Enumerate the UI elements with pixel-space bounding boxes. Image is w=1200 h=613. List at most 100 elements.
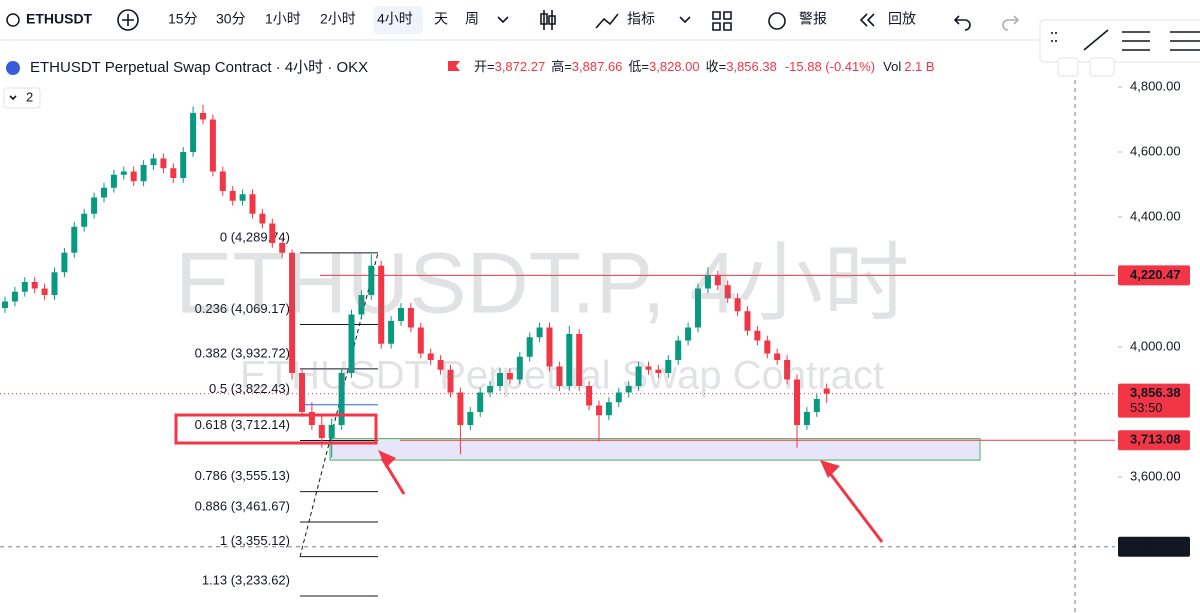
interval-button[interactable]: 4小时 <box>377 11 413 27</box>
symbol[interactable]: ETHUSDT <box>26 11 93 27</box>
open-value: 3,872.27 <box>495 59 546 74</box>
candle-body <box>180 151 187 178</box>
highlight-box <box>174 413 378 445</box>
candle-body <box>31 281 38 289</box>
candle-body <box>91 197 98 214</box>
candle-body <box>675 340 682 360</box>
candle-body <box>516 356 523 380</box>
price-tag <box>1118 430 1190 451</box>
candle-body <box>704 275 711 289</box>
candle-body <box>556 366 563 386</box>
candle-body <box>417 327 424 354</box>
indicators-button[interactable]: 指标 <box>627 11 655 27</box>
trend-line-tool[interactable] <box>1083 29 1109 51</box>
volume-value: 2.1 B <box>904 59 934 74</box>
fib-tool[interactable] <box>1122 31 1150 51</box>
candle-body <box>259 213 266 224</box>
candle-body <box>655 369 662 373</box>
candle-body <box>398 307 404 321</box>
replay-icon <box>859 13 875 27</box>
price-tag-label: 4,220.47 <box>1130 267 1181 282</box>
price-tag-label: 3,856.38 <box>1130 385 1181 400</box>
settings-button[interactable] <box>1089 57 1115 77</box>
candle-body <box>803 411 810 425</box>
indicators-menu[interactable] <box>679 16 691 24</box>
open-label: 开= <box>474 59 495 74</box>
candle-body <box>348 314 355 373</box>
price-tag <box>1118 383 1190 418</box>
interval-button[interactable]: 周 <box>465 11 479 27</box>
candle-body <box>51 272 58 295</box>
change: -15.88 (-0.41%) <box>785 59 875 74</box>
replay-button[interactable]: 回放 <box>888 11 916 27</box>
candle-body <box>120 171 127 175</box>
candle-body <box>813 398 820 412</box>
layout-button[interactable] <box>712 11 732 31</box>
price-tag-countdown: 53:50 <box>1130 400 1163 415</box>
y-tick-label: 3,600.00 <box>1130 468 1181 483</box>
candle-body <box>764 340 771 354</box>
candle-body <box>457 392 464 425</box>
fib-label: 0.382 (3,932.72) <box>195 345 290 360</box>
low-value: 3,828.00 <box>649 59 700 74</box>
candle-body <box>714 275 721 286</box>
candle-body <box>625 385 632 393</box>
candle-body <box>219 171 226 191</box>
candle-body <box>388 320 395 344</box>
undo[interactable] <box>953 15 971 31</box>
candle-body <box>71 226 78 253</box>
candle-body <box>447 369 454 393</box>
watermark-symbol: ETHUSDT.P, 4小时 <box>175 236 909 332</box>
drag-handle[interactable] <box>1051 32 1057 42</box>
fib-tool-2[interactable] <box>1170 31 1200 51</box>
y-tick-label: 4,000.00 <box>1130 338 1181 353</box>
candle-body <box>41 288 48 295</box>
candle-body <box>130 171 137 182</box>
interval-button[interactable]: 15分 <box>168 11 198 27</box>
candle-body <box>239 194 246 201</box>
candle-body <box>615 392 622 403</box>
y-tick-label: 4,800.00 <box>1130 78 1181 93</box>
candle-body <box>695 288 701 328</box>
alert-button[interactable]: 警报 <box>799 11 827 27</box>
chart-area: 0 (4,289.74)0.236 (4,069.17)0.382 (3,932… <box>0 40 1190 613</box>
candle-body <box>506 372 513 380</box>
active-interval-bg <box>373 6 423 34</box>
redo[interactable] <box>1002 15 1020 31</box>
interval-button[interactable]: 2小时 <box>320 11 356 27</box>
arrow-shaft <box>824 467 884 543</box>
interval-menu[interactable] <box>497 16 509 24</box>
watermark-description: ETHUSDT Perpetual Swap Contract <box>240 354 884 398</box>
interval-button[interactable]: 1小时 <box>265 11 301 27</box>
candle-body <box>110 174 117 188</box>
candle-body <box>477 392 484 412</box>
candle-body <box>774 353 781 360</box>
candle-body <box>536 327 543 338</box>
y-tick-label: 4,400.00 <box>1130 208 1181 223</box>
candle-body <box>328 424 335 438</box>
price-tag <box>1118 536 1190 557</box>
candle-body <box>190 112 197 152</box>
candle-body <box>665 359 672 373</box>
price-tag-label: 3,713.08 <box>1130 432 1181 447</box>
chart-type[interactable] <box>540 10 556 30</box>
toolbar: ETHUSDT 15分 30分 1小时 2小时 4小时 天 周 指标 警报 回放 <box>0 6 1200 41</box>
candle-body <box>576 333 583 386</box>
candle-body <box>289 252 296 373</box>
support-zone <box>329 438 981 461</box>
fib-label: 0.236 (4,069.17) <box>195 301 290 316</box>
add-symbol-icon <box>122 14 134 26</box>
flag[interactable] <box>448 61 460 71</box>
scroll-button[interactable] <box>1057 57 1079 77</box>
interval-button[interactable]: 30分 <box>216 11 246 27</box>
interval-group: 15分 30分 1小时 2小时 4小时 天 周 <box>168 6 479 34</box>
indicator-toggle[interactable] <box>3 87 41 109</box>
candle-body <box>368 265 375 295</box>
legend: ETHUSDT Perpetual Swap Contract · 4小时 · … <box>3 59 935 109</box>
interval-button[interactable]: 天 <box>434 11 448 27</box>
candle-body <box>407 307 414 328</box>
add-symbol[interactable] <box>117 9 139 31</box>
candle-body <box>11 291 18 302</box>
search-icon[interactable] <box>6 13 20 27</box>
